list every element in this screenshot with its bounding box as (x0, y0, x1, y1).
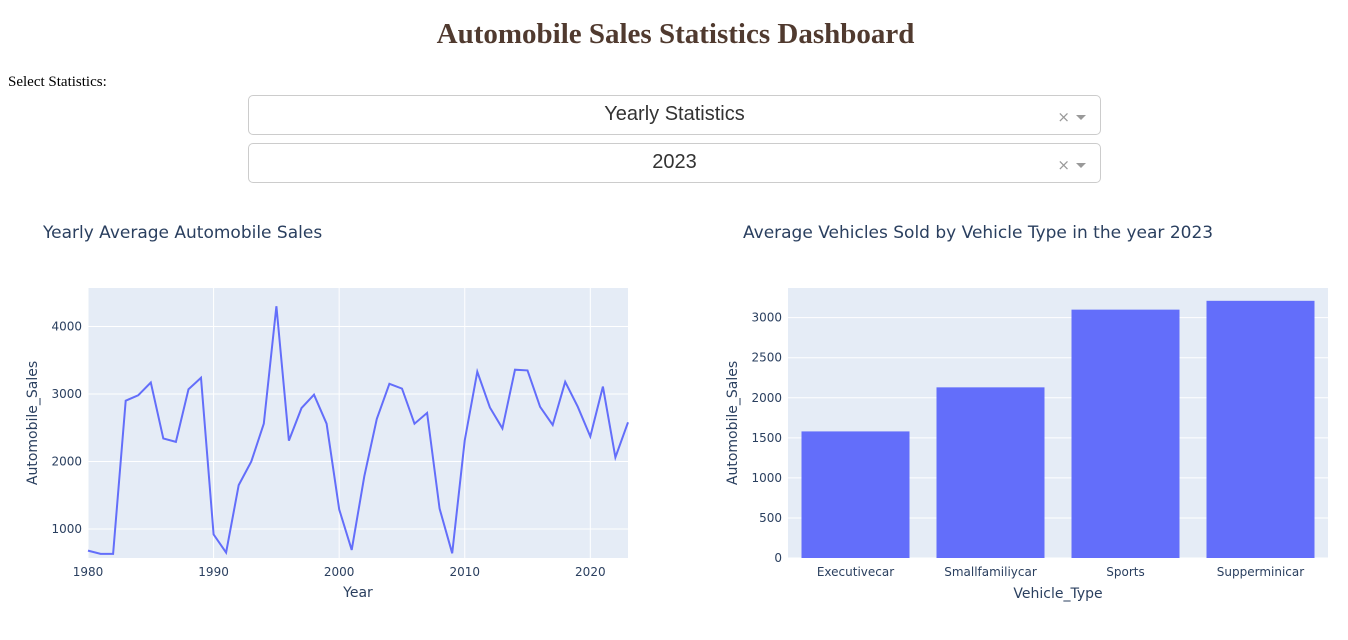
y-tick-label: 2000 (751, 391, 782, 405)
series-line (87, 306, 629, 556)
x-tick-label: 1990 (198, 565, 229, 579)
x-tick-label: 2000 (324, 565, 355, 579)
x-axis-label: Vehicle_Type (1013, 586, 1102, 602)
chevron-down-icon[interactable] (1076, 163, 1086, 168)
y-tick-label: 4000 (51, 319, 82, 333)
y-tick-label: 3000 (751, 311, 782, 325)
x-tick-label: Smallfamiliycar (944, 565, 1037, 579)
x-axis-label: Year (342, 585, 373, 601)
bar (1206, 300, 1315, 558)
yearly-sales-line-chart: Yearly Average Automobile Sales 1980 1990… (25, 223, 629, 601)
y-tick-label: 500 (759, 511, 782, 525)
y-tick-label: 1000 (51, 522, 82, 536)
select-statistics-label: Select Statistics: (8, 74, 107, 90)
x-tick-label: 2020 (575, 565, 606, 579)
statistics-type-value: Yearly Statistics (604, 103, 745, 125)
clear-icon[interactable]: × (1057, 156, 1070, 174)
chart-title: Average Vehicles Sold by Vehicle Type in… (743, 223, 1213, 243)
year-dropdown[interactable]: 2023 × (248, 143, 1101, 183)
page-title: Automobile Sales Statistics Dashboard (436, 18, 915, 50)
chevron-down-icon[interactable] (1076, 115, 1086, 120)
statistics-type-dropdown[interactable]: Yearly Statistics × (248, 95, 1101, 135)
year-value: 2023 (652, 151, 697, 173)
y-tick-label: 3000 (51, 387, 82, 401)
y-axis-label: Automobile_Sales (725, 361, 741, 485)
y-tick-label: 2500 (751, 351, 782, 365)
y-tick-label: 0 (774, 551, 782, 565)
x-tick-label: Supperminicar (1217, 565, 1304, 579)
vehicle-type-bar-chart: Average Vehicles Sold by Vehicle Type in… (725, 223, 1328, 602)
chart-title: Yearly Average Automobile Sales (42, 223, 322, 243)
x-tick-label: 2010 (449, 565, 480, 579)
x-tick-label: Sports (1106, 565, 1144, 579)
bar (936, 387, 1045, 558)
x-tick-label: Executivecar (817, 565, 894, 579)
clear-icon[interactable]: × (1057, 108, 1070, 126)
x-tick-label: 1980 (73, 565, 104, 579)
y-tick-label: 2000 (51, 454, 82, 468)
y-axis-label: Automobile_Sales (25, 361, 41, 485)
y-tick-label: 1000 (751, 471, 782, 485)
bar (1071, 309, 1180, 558)
y-tick-label: 1500 (751, 431, 782, 445)
bar (801, 431, 910, 558)
